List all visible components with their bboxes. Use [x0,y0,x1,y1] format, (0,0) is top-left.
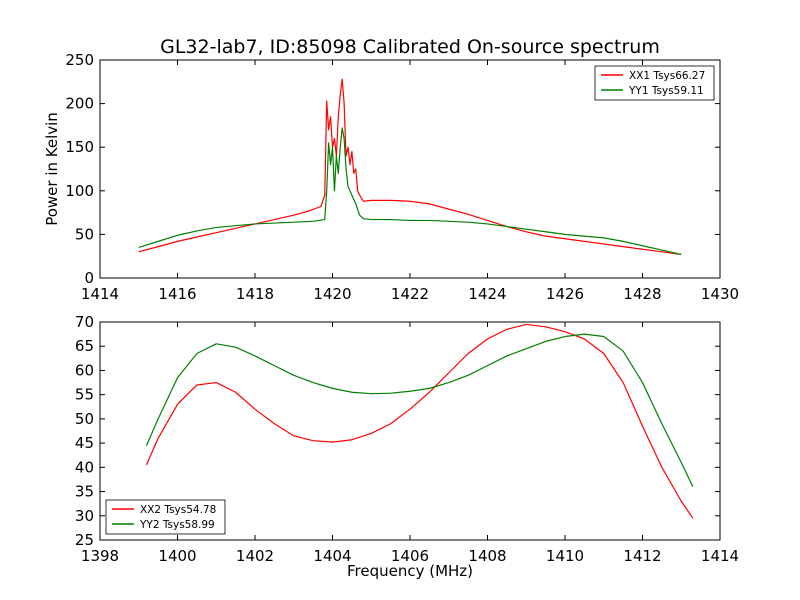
legend-label: XX2 Tsys54.78 [140,504,216,516]
x-tick-label: 1416 [158,285,196,303]
x-tick-label: 1412 [623,547,661,565]
legend-label: YY2 Tsys58.99 [139,519,215,531]
x-tick-label: 1420 [313,285,351,303]
series-line-1 [145,323,694,519]
y-tick-label: 250 [65,51,94,69]
x-tick-label: 1402 [236,547,274,565]
series-line-2 [145,333,694,487]
top-panel: 1414 1416 1418 1420 1422 1424 1426 1428 1430 0 50 1… [65,51,739,303]
x-tick-label: 1398 [81,547,119,565]
figure-title: GL32-lab7, ID:85098 Calibrated On-source… [160,36,660,58]
x-axis-label: Frequency (MHz) [347,562,473,580]
y-tick-label: 35 [75,483,94,501]
x-tick-label: 1418 [236,285,274,303]
y-tick-label: 40 [75,458,94,476]
legend: XX1 Tsys66.27 YY1 Tsys59.11 [594,65,715,101]
y-tick-label: 150 [65,138,94,156]
legend-box [105,499,226,535]
x-tick-label: 1424 [468,285,506,303]
y-tick-label: 25 [75,531,94,549]
y-tick-label: 45 [75,434,94,452]
y-tick-label: 70 [75,313,94,331]
legend-box [594,65,715,101]
x-tick-label: 1400 [158,547,196,565]
x-tick-label: 1410 [546,547,584,565]
y-tick-label: 65 [75,337,94,355]
x-tick-label: 1408 [468,547,506,565]
x-tick-label: 1404 [313,547,351,565]
legend-label: XX1 Tsys66.27 [629,70,705,82]
series-line-2 [138,127,682,256]
y-tick-label: 50 [75,225,94,243]
x-tick-label: 1414 [81,285,119,303]
y-tick-label: 55 [75,386,94,404]
x-tick-label: 1430 [701,285,739,303]
x-tick-label: 1428 [623,285,661,303]
series-line-1 [138,78,682,256]
y-tick-label: 200 [65,95,94,113]
legend-label: YY1 Tsys59.11 [628,85,704,97]
y-tick-label: 0 [84,269,94,287]
x-tick-label: 1422 [391,285,429,303]
x-tick-label: 1414 [701,547,739,565]
y-tick-label: 30 [75,507,94,525]
x-tick-label: 1406 [391,547,429,565]
y-tick-label: 100 [65,182,94,200]
legend: XX2 Tsys54.78 YY2 Tsys58.99 [105,499,226,535]
y-tick-label: 60 [75,361,94,379]
x-tick-label: 1426 [546,285,584,303]
y-axis-label: Power in Kelvin [43,112,61,226]
y-tick-label: 50 [75,410,94,428]
bottom-panel: 1398 1400 1402 1404 1406 1408 1410 1412 1414 25 30… [75,313,739,565]
